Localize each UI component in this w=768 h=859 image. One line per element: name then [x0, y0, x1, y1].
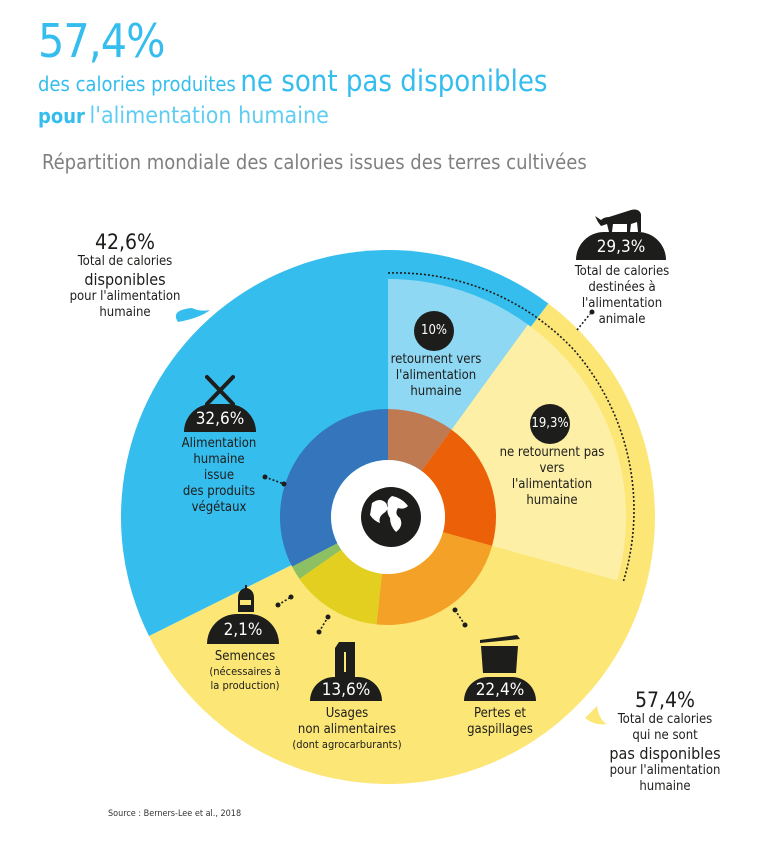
available-line: humaine — [99, 305, 151, 320]
available-line: disponibles — [84, 270, 166, 289]
headline-small: des calories produites — [38, 72, 236, 96]
inner-segment-2 — [376, 532, 493, 625]
cow-icon — [595, 209, 641, 232]
headline-light: l'alimentation humaine — [89, 103, 329, 129]
plant-food-line: issue — [203, 468, 235, 483]
not-returning-line: l'alimentation — [511, 477, 593, 492]
callout-returning: retournent vers l'alimentation humaine — [391, 352, 482, 400]
available-line: pour l'alimentation — [69, 289, 181, 304]
callout-plant-food: Alimentation humaine issue des produits … — [182, 436, 257, 516]
unavailable-value: 57,4% — [634, 688, 695, 712]
unavailable-line: pour l'alimentation — [609, 763, 721, 778]
globe-icon — [361, 487, 421, 547]
seeds-line: (nécessaires à — [209, 665, 281, 678]
plant-food-value-badge: 32,6% — [184, 404, 256, 432]
animal-line: animale — [598, 312, 646, 327]
leader-animal — [576, 313, 591, 331]
animal-line: Total de calories — [574, 264, 670, 279]
non-food-line: Usages — [325, 706, 369, 721]
not-returning-value-badge: 19,3% — [530, 404, 570, 444]
inner-segment-0 — [388, 409, 452, 471]
plant-food-line: Alimentation — [181, 436, 257, 451]
plant-food-line: des produits — [182, 484, 256, 499]
callout-not-returning: ne retournent pas vers l'alimentation hu… — [500, 445, 605, 509]
inner-segment-4 — [292, 543, 342, 579]
leader-lines — [264, 272, 635, 633]
animal-value-badge: 29,3% — [576, 232, 666, 260]
plant-food-line: végétaux — [191, 500, 247, 515]
returning-line: humaine — [410, 384, 462, 399]
not-returning-line: vers — [539, 461, 565, 476]
not-returning-line: ne retournent pas — [499, 445, 605, 460]
returning-value-badge: 10% — [414, 311, 454, 351]
seeds-value-badge: 2,1% — [207, 614, 279, 644]
returning-line: retournent vers — [390, 352, 482, 367]
seed-bag-icon — [238, 585, 254, 612]
leader-seeds — [277, 596, 292, 606]
leader-plant-food — [264, 476, 285, 485]
unavailable-line: qui ne sont — [632, 728, 698, 743]
headline-line3: pour l'alimentation humaine — [38, 103, 329, 129]
losses-value-badge: 22,4% — [464, 677, 536, 701]
losses-line: Pertes et — [474, 706, 526, 721]
available-value: 42,6% — [94, 230, 155, 254]
unavailable-line: Total de calories — [617, 712, 713, 727]
inner-segment-1 — [421, 429, 497, 546]
headline-value: 57,4% — [38, 14, 165, 68]
callout-losses: Pertes et gaspillages — [467, 706, 533, 738]
fuel-can-icon — [335, 642, 355, 678]
inner-segment-5 — [279, 409, 388, 567]
non-food-line: non alimentaires — [297, 722, 397, 737]
headline-bold: pour — [38, 104, 85, 128]
non-food-value-badge: 13,6% — [310, 677, 382, 701]
callout-animal: Total de calories destinées à l'alimenta… — [575, 264, 670, 328]
callout-seeds: Semences (nécessaires à la production) — [209, 649, 280, 693]
headline-big: ne sont pas disponibles — [240, 64, 548, 98]
headline-line2: des calories produites ne sont pas dispo… — [38, 64, 547, 98]
fork-knife-icon — [205, 375, 235, 406]
unavailable-line: humaine — [639, 779, 691, 794]
inner-segment-3 — [299, 549, 382, 625]
leader-dots — [262, 309, 595, 635]
seeds-line: Semences — [214, 649, 276, 664]
leader-non-food — [318, 616, 329, 633]
trash-bin-icon — [480, 635, 520, 673]
callout-unavailable: 57,4% Total de calories qui ne sont pas … — [609, 688, 720, 795]
returning-line: l'alimentation — [395, 368, 477, 383]
non-food-line: (dont agrocarburants) — [292, 738, 402, 751]
source-note: Source : Berners-Lee et al., 2018 — [108, 809, 242, 819]
seeds-line: la production) — [210, 679, 280, 692]
animal-line: l'alimentation — [581, 296, 663, 311]
leader-losses — [454, 609, 466, 626]
inner-ring — [279, 409, 497, 625]
not-returning-line: humaine — [526, 493, 578, 508]
subtitle: Répartition mondiale des calories issues… — [42, 150, 587, 174]
unavailable-bubble-tail — [585, 706, 607, 725]
callout-available: 42,6% Total de calories disponibles pour… — [70, 230, 181, 321]
available-line: Total de calories — [77, 254, 173, 269]
animal-bracket-arc — [387, 272, 635, 583]
losses-line: gaspillages — [467, 722, 533, 737]
plant-food-line: humaine — [193, 452, 245, 467]
unavailable-line: pas disponibles — [609, 744, 721, 763]
animal-line: destinées à — [588, 280, 656, 295]
available-bubble-tail — [175, 308, 210, 322]
callout-non-food: Usages non alimentaires (dont agrocarbur… — [292, 706, 401, 752]
